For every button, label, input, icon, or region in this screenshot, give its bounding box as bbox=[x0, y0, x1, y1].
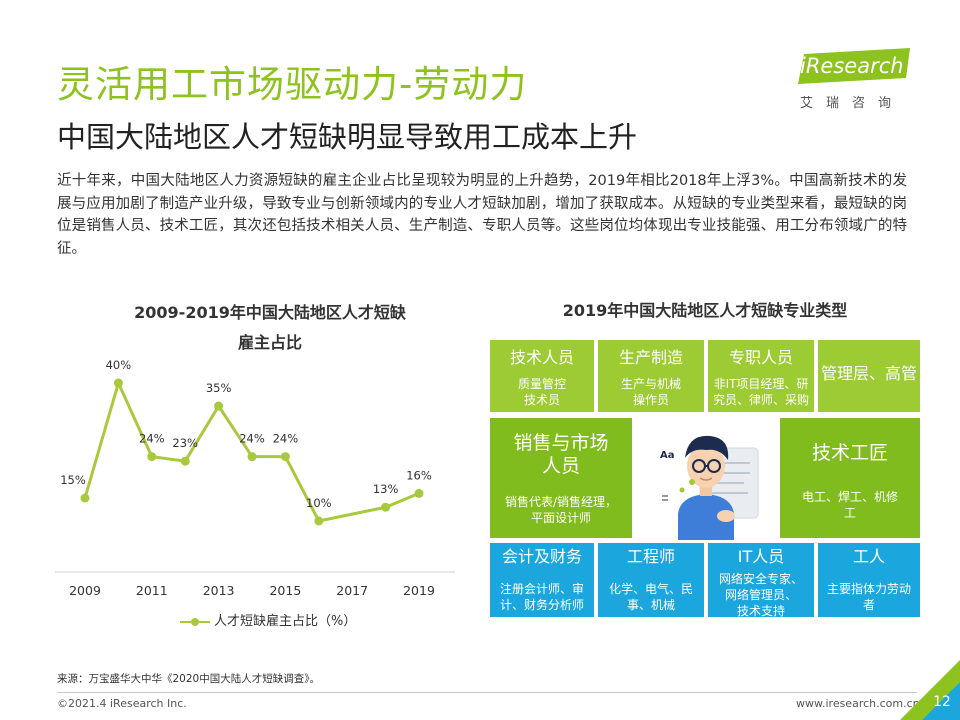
category-desc: 操作员 bbox=[632, 393, 669, 407]
category-desc: 电工、焊工、机修 bbox=[801, 490, 898, 504]
category-craftsman: 技术工匠 电工、焊工、机修 工 bbox=[780, 418, 920, 538]
legend-label: 人才短缺雇主占比（%） bbox=[214, 614, 357, 629]
category-title: 生产制造 bbox=[618, 348, 683, 367]
category-title: 工人 bbox=[852, 547, 885, 566]
category-desc: 非IT项目经理、研 bbox=[713, 377, 809, 391]
data-label: 24% bbox=[239, 432, 265, 446]
data-point bbox=[280, 452, 290, 462]
line-chart: 15% 40% 24% 23% 35% 24% 24% 10% 13% 16% 2009 2011 20… bbox=[55, 358, 455, 598]
category-title: 人员 bbox=[541, 455, 580, 477]
x-tick-label: 2013 bbox=[203, 583, 235, 598]
category-desc: 网络管理员、 bbox=[724, 588, 797, 602]
chart-title-line2: 雇主占比 bbox=[237, 333, 302, 352]
iresearch-logo: iResearch 艾瑞咨询 bbox=[790, 48, 910, 111]
data-point bbox=[381, 502, 391, 512]
chart-title-line1: 2009-2019年中国大陆地区人才短缺 bbox=[134, 303, 406, 322]
category-desc: 平面设计师 bbox=[530, 511, 591, 525]
copyright: ©2021.4 iResearch Inc. bbox=[57, 697, 187, 710]
category-tech-staff: 技术人员 质量管控 技术员 bbox=[490, 340, 594, 412]
data-point bbox=[314, 516, 324, 526]
data-label: 40% bbox=[106, 358, 132, 372]
page-subtitle: 中国大陆地区人才短缺明显导致用工成本上升 bbox=[57, 120, 638, 154]
illustration-aa-text: Aa bbox=[660, 450, 675, 461]
data-point bbox=[80, 493, 90, 503]
category-desc: 网络安全专家、 bbox=[718, 572, 803, 586]
data-point bbox=[113, 378, 123, 388]
x-tick-label: 2015 bbox=[269, 583, 301, 598]
logo-cn: 艾瑞咨询 bbox=[800, 96, 905, 111]
data-point bbox=[180, 456, 190, 466]
x-tick-label: 2009 bbox=[69, 583, 101, 598]
chart-legend: 人才短缺雇主占比（%） bbox=[180, 610, 356, 629]
category-desc: 者 bbox=[862, 598, 875, 612]
category-grid-title: 2019年中国大陆地区人才短缺专业类型 bbox=[562, 301, 848, 320]
x-tick-label: 2017 bbox=[336, 583, 368, 598]
data-label: 24% bbox=[139, 432, 165, 446]
person-illustration: Aa bbox=[660, 435, 759, 540]
category-desc: 计、财务分析师 bbox=[499, 598, 584, 612]
category-worker: 工人 主要指体力劳动 者 bbox=[818, 543, 920, 617]
data-point bbox=[247, 452, 257, 462]
category-desc: 技术员 bbox=[523, 393, 560, 407]
corner-decoration bbox=[900, 660, 960, 720]
chart-title: 2009-2019年中国大陆地区人才短缺 雇主占比 bbox=[80, 298, 460, 358]
category-engineer: 工程师 化学、电气、民 事、机械 bbox=[598, 543, 704, 617]
category-desc: 注册会计师、审 bbox=[499, 582, 584, 596]
data-point bbox=[214, 401, 224, 411]
category-production: 生产制造 生产与机械 操作员 bbox=[598, 340, 704, 412]
page-title: 灵活用工市场驱动力-劳动力 bbox=[57, 63, 528, 106]
data-label: 24% bbox=[273, 432, 299, 446]
data-label: 35% bbox=[206, 381, 232, 395]
category-desc: 销售代表/销售经理， bbox=[504, 495, 618, 509]
data-label: 15% bbox=[60, 473, 86, 487]
category-desc: 生产与机械 bbox=[620, 377, 681, 391]
logo-shape bbox=[798, 48, 910, 84]
category-desc: 质量管控 bbox=[517, 377, 566, 391]
category-it: IT人员 网络安全专家、 网络管理员、 技术支持 bbox=[708, 543, 814, 617]
data-label: 23% bbox=[172, 436, 198, 450]
footer-divider bbox=[57, 692, 917, 693]
series-line bbox=[83, 381, 420, 523]
category-management: 管理层、高管 bbox=[818, 340, 920, 412]
data-point bbox=[414, 488, 424, 498]
category-desc: 主要指体力劳动 bbox=[826, 582, 911, 596]
legend-swatch bbox=[180, 617, 210, 627]
category-accounting: 会计及财务 注册会计师、审 计、财务分析师 bbox=[490, 543, 594, 617]
category-title: 技术人员 bbox=[509, 348, 574, 367]
data-label: 16% bbox=[406, 468, 432, 482]
category-title: 管理层、高管 bbox=[820, 364, 917, 383]
category-title: IT人员 bbox=[737, 547, 785, 566]
category-title: 专职人员 bbox=[728, 348, 793, 367]
category-desc: 技术支持 bbox=[736, 604, 785, 617]
category-title: 技术工匠 bbox=[811, 442, 888, 464]
website-link[interactable]: www.iresearch.com.cn bbox=[796, 697, 920, 710]
data-label: 13% bbox=[373, 482, 399, 496]
category-title: 销售与市场 bbox=[513, 432, 609, 454]
category-title: 工程师 bbox=[626, 547, 675, 566]
data-point bbox=[147, 452, 157, 462]
category-desc: 化学、电气、民 bbox=[608, 582, 693, 596]
category-sales: 销售与市场 人员 销售代表/销售经理， 平面设计师 bbox=[490, 418, 632, 538]
page-number: 12 bbox=[933, 694, 951, 710]
category-title: 会计及财务 bbox=[501, 547, 582, 566]
source-note: 来源：万宝盛华大中华《2020中国大陆人才短缺调查》。 bbox=[57, 673, 320, 685]
category-desc: 工 bbox=[843, 506, 856, 520]
intro-paragraph: 近十年来，中国大陆地区人力资源短缺的雇主企业占比呈现较为明显的上升趋势，2019… bbox=[57, 173, 907, 257]
category-specialist: 专职人员 非IT项目经理、研 究员、律师、采购 bbox=[708, 340, 814, 412]
logo-brand: iResearch bbox=[800, 54, 904, 78]
x-tick-label: 2011 bbox=[136, 583, 168, 598]
data-label: 10% bbox=[306, 496, 332, 510]
x-tick-label: 2019 bbox=[403, 583, 435, 598]
category-desc: 事、机械 bbox=[626, 598, 675, 612]
category-desc: 究员、律师、采购 bbox=[712, 393, 809, 407]
